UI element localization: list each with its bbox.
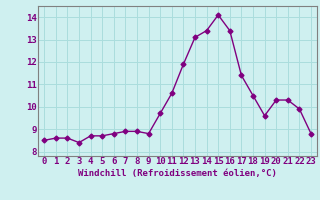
X-axis label: Windchill (Refroidissement éolien,°C): Windchill (Refroidissement éolien,°C): [78, 169, 277, 178]
